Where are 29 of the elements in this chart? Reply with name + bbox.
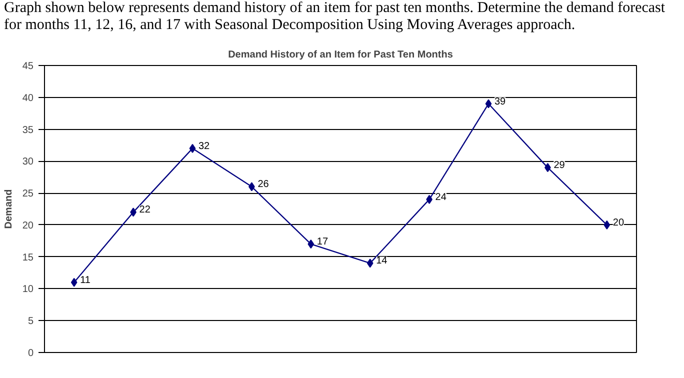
text: Graph shown below represents demand history of an item for past ten months. Determine the demand forecast for months 11, 12, 16, and 17 with Seasonal Decomposition Using Moving Averages approach.: [4, 0, 666, 34]
point: [70, 278, 78, 287]
point: [366, 258, 374, 268]
y-tick-label: 5: [28, 316, 34, 328]
y-tick-label: 35: [22, 124, 34, 136]
y-tick-label: 45: [22, 61, 34, 72]
data-label: 39: [494, 96, 506, 108]
y-tick-label: 0: [28, 348, 34, 359]
data-label: 24: [435, 192, 447, 203]
y-axis-title: Demand: [3, 189, 14, 229]
data-label: 32: [198, 140, 210, 152]
data-label: 20: [612, 217, 624, 228]
data-label: 17: [316, 236, 328, 248]
y-tick-label: 10: [22, 284, 34, 296]
point: [189, 144, 196, 153]
chart-title: Demand History of an Item for Past Ten Months: [228, 50, 454, 60]
y-tick-label: 30: [22, 156, 34, 168]
y-tick-label: 15: [22, 252, 34, 264]
data-label: 26: [258, 179, 270, 190]
point: [308, 240, 314, 249]
y-tick-label: 20: [22, 220, 34, 232]
point: [604, 220, 610, 230]
y-tick-label: 40: [22, 92, 34, 104]
data-label: 14: [376, 256, 388, 267]
data-label: 29: [554, 160, 566, 172]
y-tick-label: 25: [22, 188, 34, 200]
data-label: 11: [80, 274, 91, 286]
data-label: 22: [139, 204, 151, 216]
point: [485, 99, 492, 108]
